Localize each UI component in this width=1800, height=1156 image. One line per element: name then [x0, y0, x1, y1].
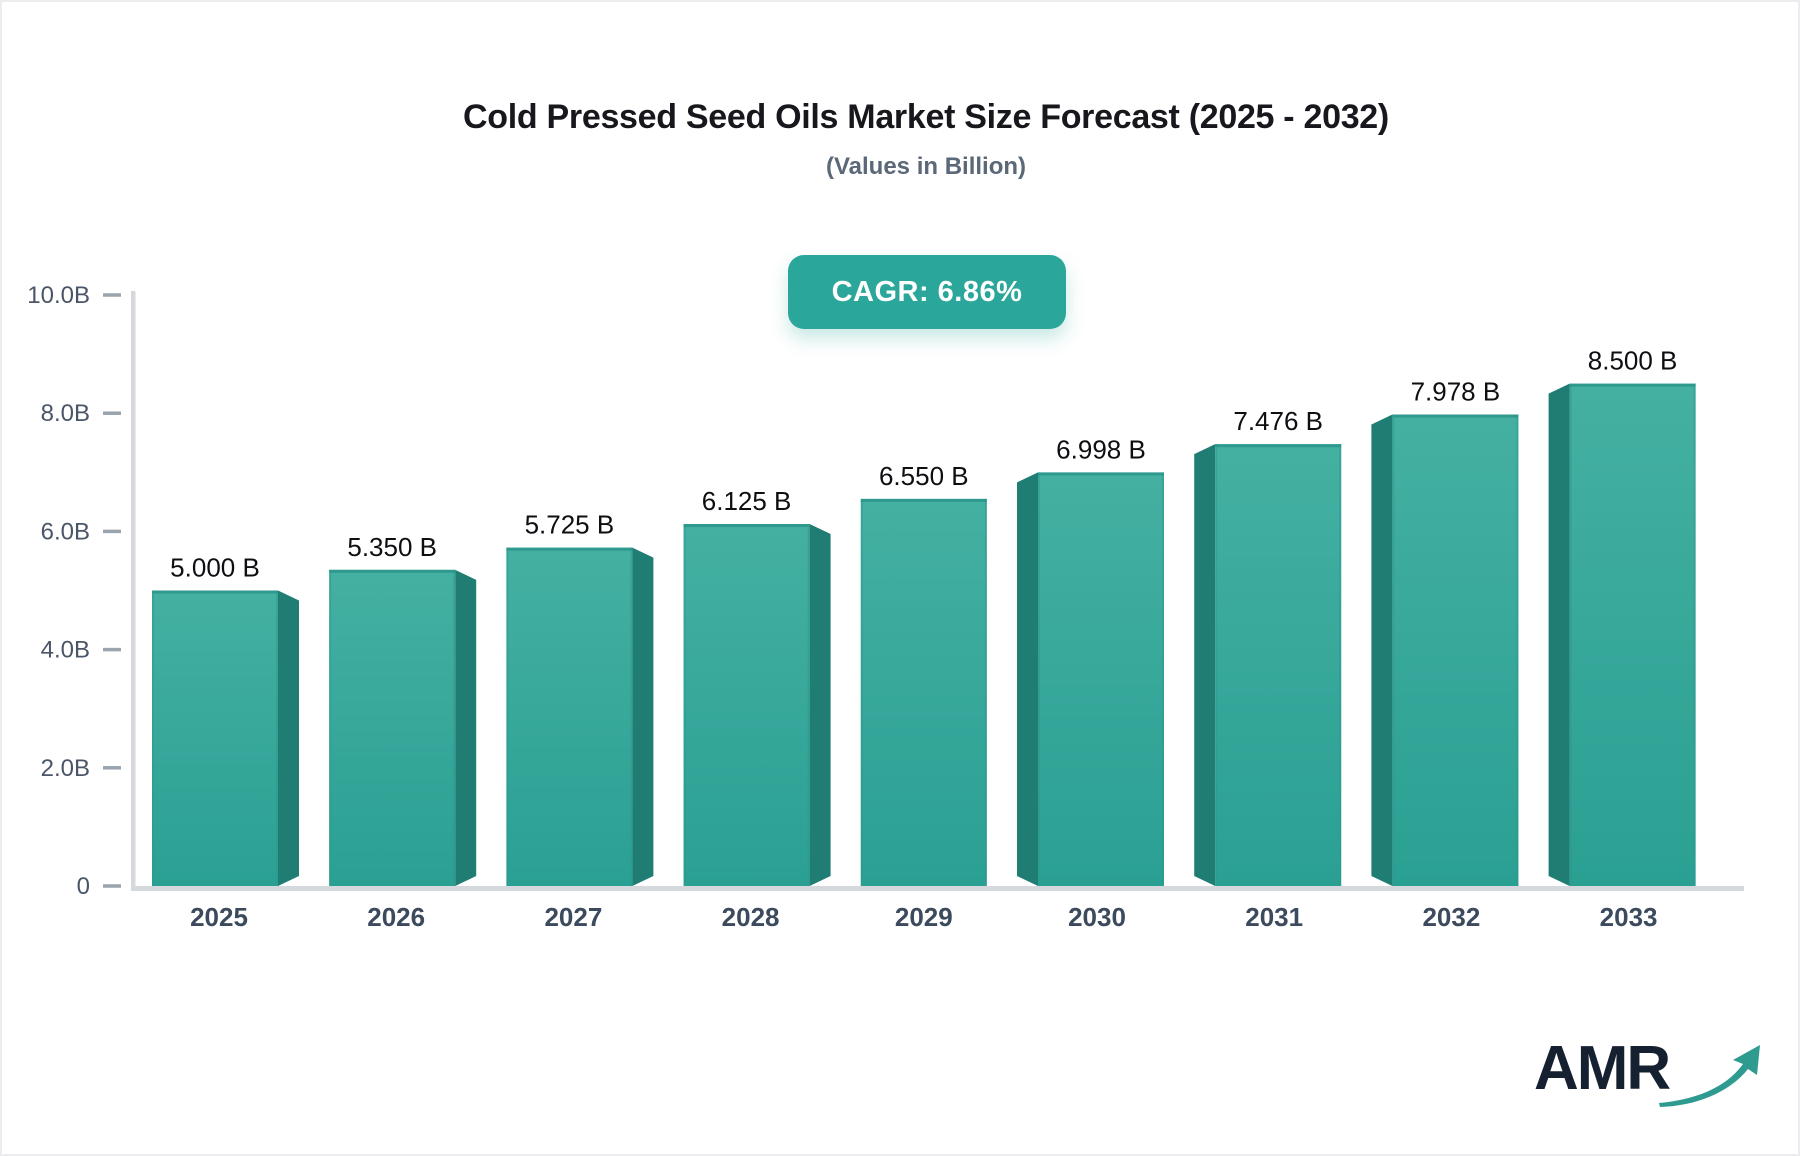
bar-left-edge	[152, 590, 154, 886]
bar-left-edge	[1392, 414, 1395, 886]
x-axis-label: 2032	[1422, 902, 1480, 932]
y-tick-mark	[103, 293, 121, 297]
bar-top-edge	[1392, 414, 1519, 418]
x-axis-label: 2031	[1245, 902, 1303, 932]
x-axis-label: 2033	[1600, 902, 1658, 932]
bar-2030	[1017, 472, 1164, 886]
x-axis-label: 2029	[895, 902, 953, 932]
bar-value-label: 8.500 B	[1588, 346, 1678, 376]
chart-header: Cold Pressed Seed Oils Market Size Forec…	[56, 98, 1796, 181]
y-tick-mark	[103, 766, 121, 770]
bar-value-label: 7.978 B	[1411, 377, 1501, 407]
bar-value-label: 7.476 B	[1233, 406, 1323, 436]
bar-2032	[1371, 414, 1519, 886]
chart-title: Cold Pressed Seed Oils Market Size Forec…	[463, 98, 1389, 136]
bar-face	[506, 547, 633, 886]
bar-top-edge	[1569, 383, 1696, 387]
bar-side-face	[1194, 444, 1216, 886]
bar-right-edge	[630, 547, 633, 886]
bar-right-edge	[1516, 414, 1519, 886]
bar-right-edge	[984, 498, 987, 886]
bar-2026	[329, 569, 477, 886]
bar-side-face	[1548, 383, 1570, 886]
y-tick-mark	[103, 411, 121, 415]
bar-right-edge	[1693, 383, 1696, 886]
bar-left-edge	[1038, 472, 1040, 886]
bar-left-edge	[1215, 444, 1218, 886]
bar-right-edge	[453, 569, 456, 886]
x-axis-label: 2030	[1068, 902, 1126, 932]
bar-face	[860, 498, 987, 886]
bar-top-edge	[506, 547, 633, 551]
bar-value-label: 6.998 B	[1056, 434, 1146, 464]
bar-side-face	[1017, 472, 1038, 886]
y-tick-label: 0	[77, 873, 90, 900]
bar-top-edge	[152, 590, 278, 594]
cagr-badge: CAGR: 6.86%	[788, 255, 1066, 329]
bar-value-label: 5.725 B	[525, 510, 615, 540]
bar-right-edge	[276, 590, 278, 886]
bar-2031	[1194, 444, 1342, 886]
bar-2025	[152, 590, 299, 886]
x-axis-label: 2026	[367, 902, 425, 932]
bar-right-edge	[1162, 472, 1164, 886]
bar-left-edge	[1569, 383, 1572, 886]
bar-face	[152, 590, 278, 886]
bar-left-edge	[329, 569, 332, 886]
bar-top-edge	[1215, 444, 1342, 448]
y-axis-line	[131, 291, 136, 891]
bar-side-face	[632, 547, 654, 886]
bar-top-edge	[683, 524, 810, 528]
y-tick-label: 10.0B	[27, 282, 90, 309]
x-axis-line	[131, 886, 1744, 891]
chart-subtitle: (Values in Billion)	[825, 153, 1027, 180]
y-tick-mark	[103, 647, 121, 652]
bar-right-edge	[1339, 444, 1342, 886]
bar-value-label: 6.125 B	[702, 486, 792, 516]
bar-side-face	[455, 569, 477, 886]
bar-face	[329, 569, 456, 886]
bar-top-edge	[329, 569, 456, 573]
x-axis-label: 2027	[544, 902, 602, 932]
y-tick-label: 8.0B	[41, 400, 90, 427]
x-axis-label: 2025	[190, 902, 248, 932]
bar-2028	[683, 524, 831, 886]
bar-2027	[506, 547, 654, 886]
bar-top-edge	[1038, 472, 1164, 476]
bar-face	[1215, 444, 1342, 886]
bar-face	[1392, 414, 1519, 886]
bar-face	[1038, 472, 1164, 886]
bar-side-face	[278, 590, 299, 886]
y-tick-label: 6.0B	[41, 518, 90, 545]
bar-face	[683, 524, 810, 886]
amr-logo: AMR	[1534, 1038, 1774, 1118]
bar-face	[1569, 383, 1696, 886]
bar-left-edge	[683, 524, 686, 886]
bar-top-edge	[860, 498, 987, 502]
growth-arrow-icon	[1659, 1045, 1761, 1107]
bar-right-edge	[807, 524, 810, 886]
bar-value-label: 5.350 B	[347, 532, 437, 562]
bar-left-edge	[860, 498, 863, 886]
y-tick-mark	[103, 529, 121, 534]
x-axis-label: 2028	[722, 902, 780, 932]
bar-value-label: 5.000 B	[170, 553, 260, 583]
bar-side-face	[1371, 414, 1393, 886]
bar-2029	[860, 498, 987, 886]
y-tick-label: 2.0B	[41, 755, 90, 782]
bar-side-face	[809, 524, 831, 886]
amr-logo-text: AMR	[1534, 1034, 1671, 1103]
bar-2033	[1548, 383, 1696, 886]
y-tick-label: 4.0B	[41, 637, 90, 664]
bar-left-edge	[506, 547, 509, 886]
bar-value-label: 6.550 B	[879, 461, 969, 491]
y-tick-mark	[103, 884, 121, 888]
